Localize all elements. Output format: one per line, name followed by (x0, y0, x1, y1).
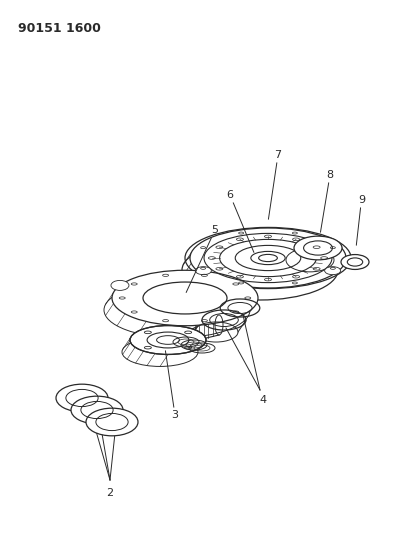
Ellipse shape (190, 228, 346, 288)
Text: 3: 3 (165, 351, 178, 420)
Ellipse shape (325, 266, 341, 274)
Ellipse shape (112, 270, 258, 326)
Text: 5: 5 (186, 225, 219, 293)
Text: 4: 4 (259, 395, 267, 405)
Ellipse shape (294, 236, 342, 260)
Ellipse shape (111, 280, 129, 290)
Text: 7: 7 (268, 150, 282, 219)
Text: 6: 6 (227, 190, 254, 253)
Text: 9: 9 (356, 195, 365, 245)
Text: 90151 1600: 90151 1600 (18, 22, 101, 35)
Text: 8: 8 (320, 170, 334, 232)
Ellipse shape (71, 396, 123, 424)
Ellipse shape (56, 384, 108, 412)
Ellipse shape (341, 255, 369, 270)
Text: 2: 2 (106, 488, 113, 498)
Ellipse shape (130, 326, 206, 354)
Ellipse shape (195, 266, 211, 274)
Ellipse shape (86, 408, 138, 436)
